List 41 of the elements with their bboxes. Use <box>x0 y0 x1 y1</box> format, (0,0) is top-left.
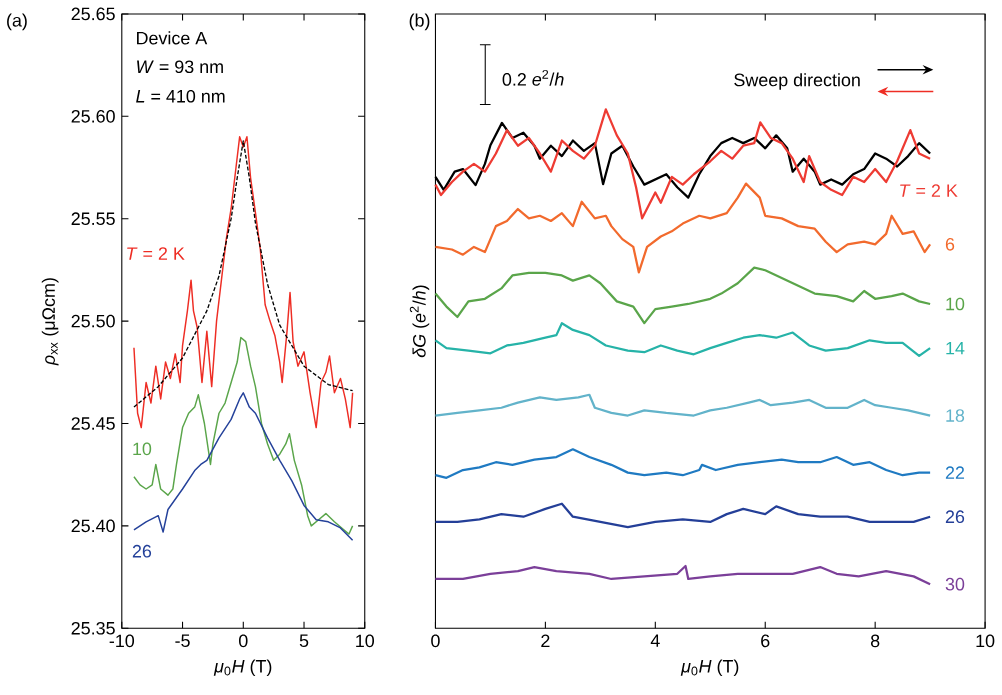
text: 0.2 e$^{2}$/h <box>502 69 564 86</box>
series-label: 22 <box>945 466 965 479</box>
x-tick-label: 0 <box>431 634 440 648</box>
y-tick-label: 25.50 <box>71 314 115 328</box>
y-tick-label: 25.60 <box>71 109 115 123</box>
series-label: 10 <box>133 442 152 456</box>
y-axis-title: δG (e$^{2}$/h) <box>409 285 430 358</box>
x-axis-title: μ$_{0}$H (T) <box>680 659 739 677</box>
series-label: T = 2 K <box>127 247 185 260</box>
x-tick-label: -5 <box>175 634 190 648</box>
text: Sweep direction <box>734 73 860 90</box>
annotation: L = 410 nm <box>136 89 225 103</box>
series-label: 14 <box>946 341 965 355</box>
series-label: 30 <box>945 577 965 591</box>
x-tick-label: 4 <box>650 634 660 647</box>
series-label: 18 <box>946 409 965 422</box>
series-label: 6 <box>945 237 955 251</box>
chart-title: (a) <box>7 13 27 31</box>
annotation: W = 93 nm <box>137 60 223 74</box>
x-tick-label: 8 <box>870 634 880 648</box>
x-tick-label: 0 <box>239 634 248 648</box>
line-series <box>133 392 354 541</box>
x-tick-label: 10 <box>976 634 995 648</box>
annotation: Device A <box>137 31 208 45</box>
series-label: T = 2 K <box>900 184 958 197</box>
y-tick-label: 25.45 <box>71 417 115 430</box>
x-tick-label: 6 <box>761 634 770 648</box>
chart-title: (b) <box>409 13 430 31</box>
x-axis-title: μ$_{0}$H (T) <box>213 659 272 677</box>
y-tick-label: 25.40 <box>71 519 115 533</box>
y-axis-title: ρ$_{xx}$ (μΩcm) <box>41 278 59 366</box>
x-tick-label: 2 <box>541 634 550 648</box>
series-label: 26 <box>132 544 152 558</box>
x-tick-label: 10 <box>356 634 375 648</box>
x-tick-label: 5 <box>299 634 309 648</box>
series-label: 10 <box>946 297 965 311</box>
y-tick-label: 25.35 <box>71 621 115 635</box>
y-tick-label: 25.55 <box>71 212 115 226</box>
x-tick-label: -10 <box>109 634 135 648</box>
series-label: 26 <box>945 510 965 524</box>
y-tick-label: 25.65 <box>71 7 115 21</box>
